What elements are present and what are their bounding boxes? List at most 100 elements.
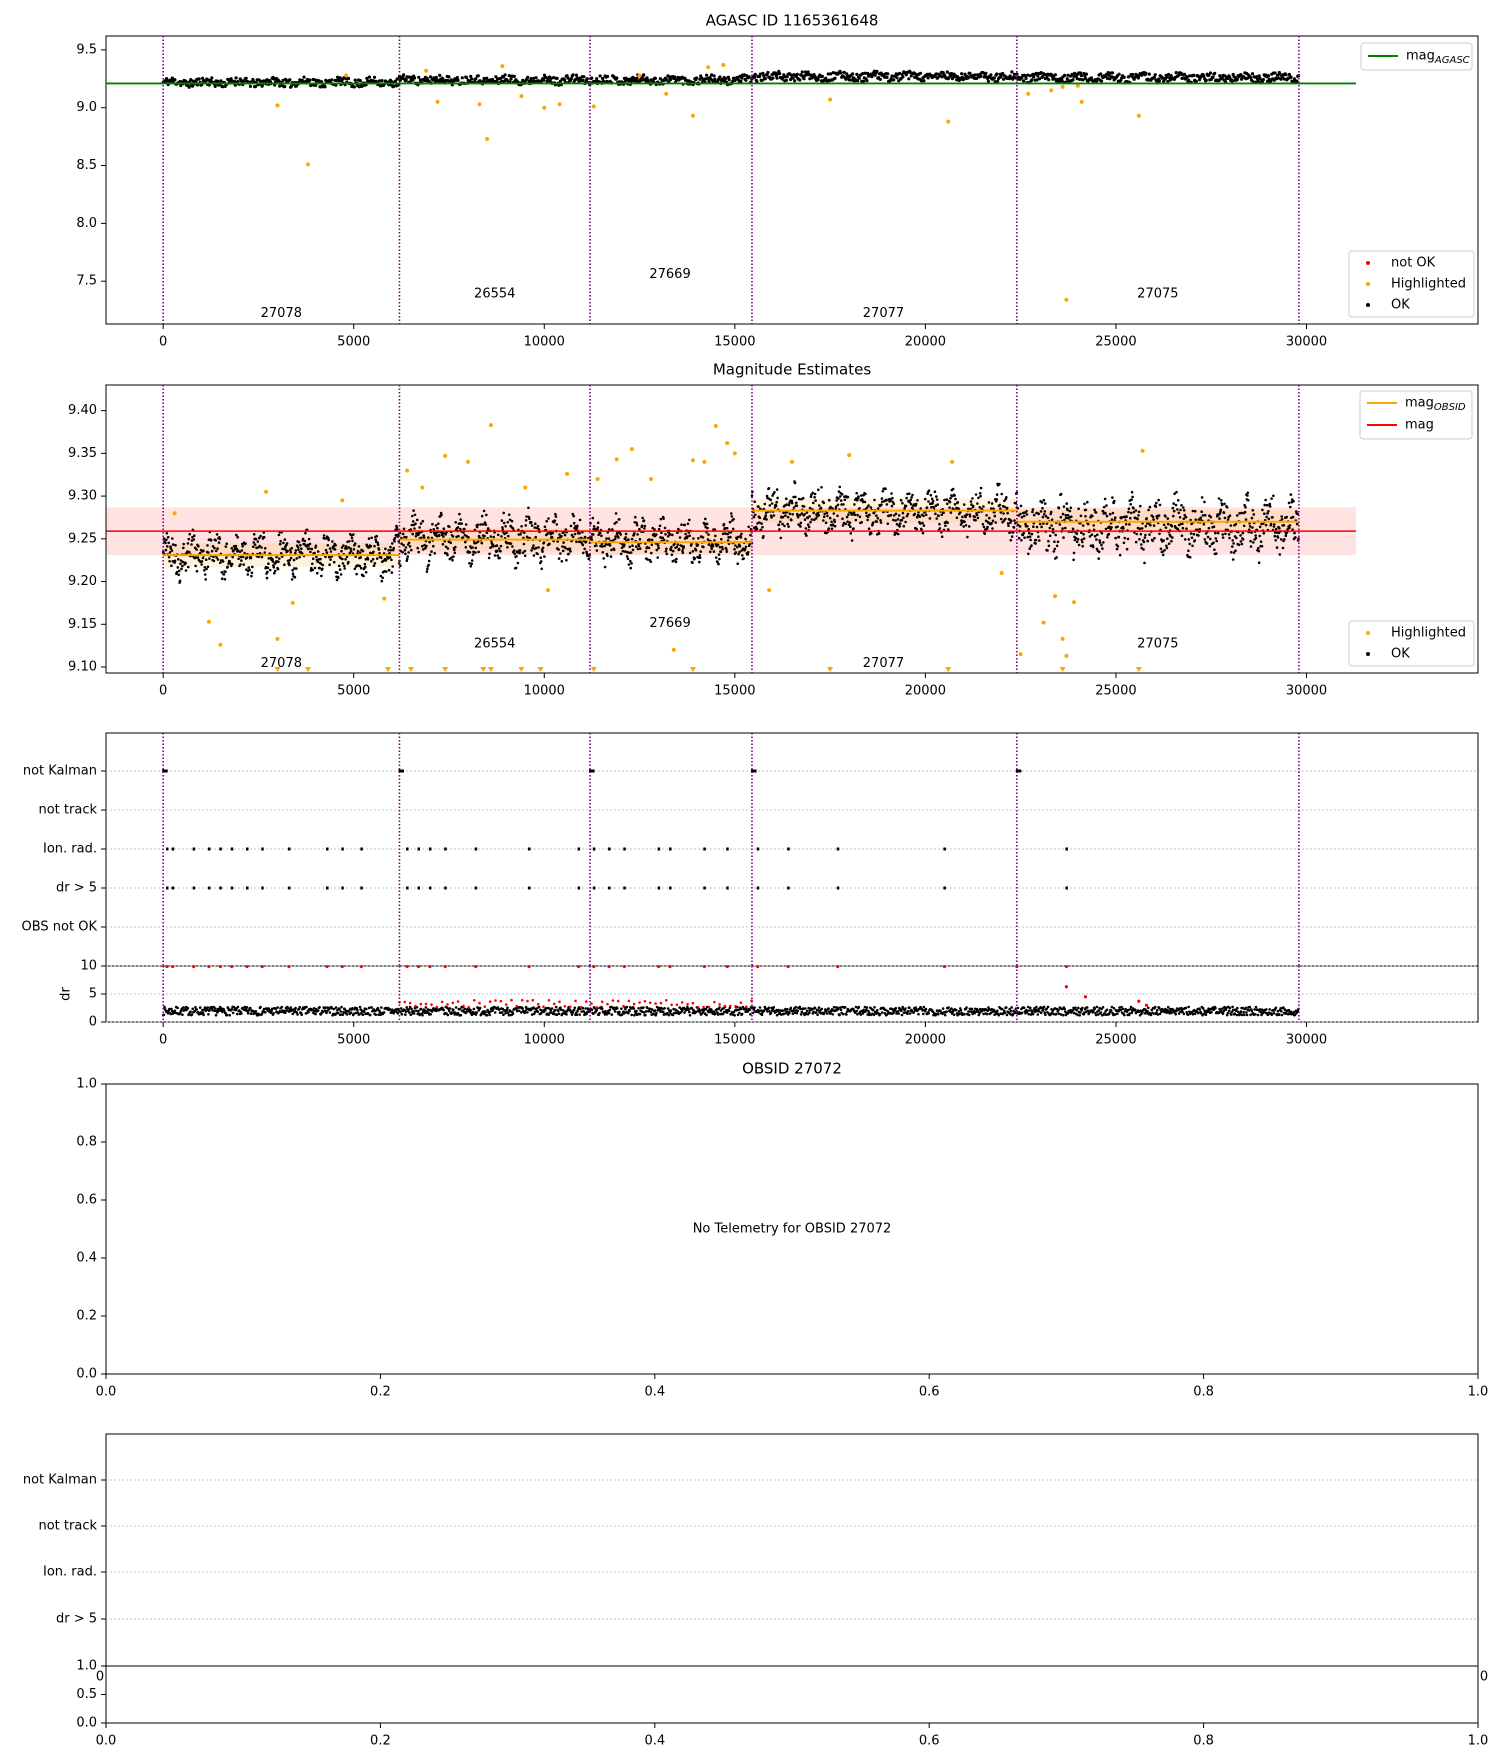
dr-point <box>598 1011 601 1015</box>
ok-point <box>1023 74 1027 78</box>
clipped-marker <box>827 667 834 672</box>
ok-point <box>1181 526 1185 530</box>
ok-point <box>1006 511 1009 515</box>
ok-point <box>1111 496 1114 499</box>
dr-point <box>688 1014 692 1017</box>
ok-point <box>177 569 181 573</box>
ok-point <box>730 515 734 518</box>
dr-point <box>349 1011 353 1014</box>
ok-point <box>1235 77 1239 82</box>
ok-point <box>951 487 955 491</box>
ok-point <box>1029 538 1032 542</box>
dr-point <box>307 1010 310 1014</box>
ok-point <box>314 83 318 87</box>
ok-point <box>197 544 200 548</box>
ok-point <box>1126 75 1130 79</box>
ok-point <box>664 550 668 553</box>
ok-point <box>317 79 321 83</box>
ok-point <box>921 531 925 535</box>
ok-point <box>1230 551 1233 554</box>
ok-point <box>853 513 857 517</box>
ok-point <box>518 549 522 552</box>
clipped-marker <box>304 667 311 672</box>
dr-point <box>655 1011 658 1015</box>
ok-point <box>1224 532 1227 536</box>
dr-gt-5-point <box>474 886 478 890</box>
ok-point <box>1081 544 1084 548</box>
ok-point <box>716 543 720 546</box>
dr-point <box>509 1009 512 1013</box>
ok-point <box>753 72 757 76</box>
x-tick-label: 30000 <box>1286 335 1327 350</box>
ok-point <box>523 554 527 557</box>
ok-point <box>216 558 220 561</box>
ok-point <box>574 73 579 77</box>
ok-point <box>719 550 723 553</box>
ok-point <box>347 546 351 549</box>
ok-point <box>174 543 177 547</box>
ok-point <box>555 76 559 80</box>
ok-point <box>319 557 322 561</box>
highlighted-point <box>591 104 596 109</box>
ok-point <box>1216 531 1220 535</box>
ok-point <box>539 556 543 559</box>
ok-point <box>739 536 743 539</box>
ok-point <box>892 78 896 82</box>
ok-point <box>762 535 765 538</box>
ok-point <box>1222 511 1226 514</box>
ok-point <box>1030 544 1033 547</box>
ok-point <box>302 75 306 79</box>
legend-marker <box>1366 261 1370 265</box>
ok-point <box>613 537 617 541</box>
ok-point <box>1246 491 1250 495</box>
ok-point <box>1045 522 1049 525</box>
ok-point <box>362 574 365 578</box>
ok-point <box>813 492 817 496</box>
ok-point <box>417 550 421 554</box>
ok-point <box>297 540 301 544</box>
ok-point <box>1231 539 1234 542</box>
ok-point <box>1163 549 1166 552</box>
ok-point <box>453 551 457 555</box>
dr-point <box>496 1006 500 1009</box>
ok-point <box>1024 522 1027 526</box>
ok-point <box>523 549 527 553</box>
dr-point <box>338 1007 341 1011</box>
ok-point <box>913 512 917 516</box>
ok-point <box>948 500 952 504</box>
x-tick-label: 10000 <box>524 684 565 699</box>
legend-marker <box>1366 282 1370 286</box>
ok-point <box>1081 540 1084 544</box>
y-tick-label: 9.25 <box>68 531 97 546</box>
y-tick-label: 10 <box>80 959 97 974</box>
dr-point <box>456 1011 460 1015</box>
ok-point <box>800 512 804 515</box>
ok-point <box>283 563 286 566</box>
dr-point <box>691 1011 695 1015</box>
ok-point <box>226 565 229 569</box>
dr-point <box>557 1009 560 1013</box>
flag-category-label: Ion. rad. <box>43 842 97 857</box>
dr-point <box>618 1010 621 1014</box>
ok-point <box>1242 524 1246 528</box>
dr-point <box>610 1013 614 1016</box>
ok-point <box>561 545 564 548</box>
dr-gt-5-point <box>703 886 706 890</box>
dr-point <box>305 1005 308 1009</box>
ion-rad-point <box>341 847 344 851</box>
highlighted-point <box>648 477 653 482</box>
ok-point <box>401 551 405 554</box>
dr-gt-5-point <box>230 886 234 890</box>
dr-point <box>311 1009 315 1012</box>
dr-point <box>313 1009 317 1013</box>
ok-point <box>973 73 977 77</box>
ok-point <box>624 536 627 539</box>
ok-point <box>1153 73 1157 77</box>
x-tick-label: 15000 <box>714 684 755 699</box>
ok-point <box>267 557 271 560</box>
dr-point <box>216 1011 219 1014</box>
dr-gt-5-point <box>577 886 581 890</box>
dr-point <box>507 1013 511 1017</box>
ok-point <box>757 505 760 508</box>
ok-point <box>464 540 467 544</box>
